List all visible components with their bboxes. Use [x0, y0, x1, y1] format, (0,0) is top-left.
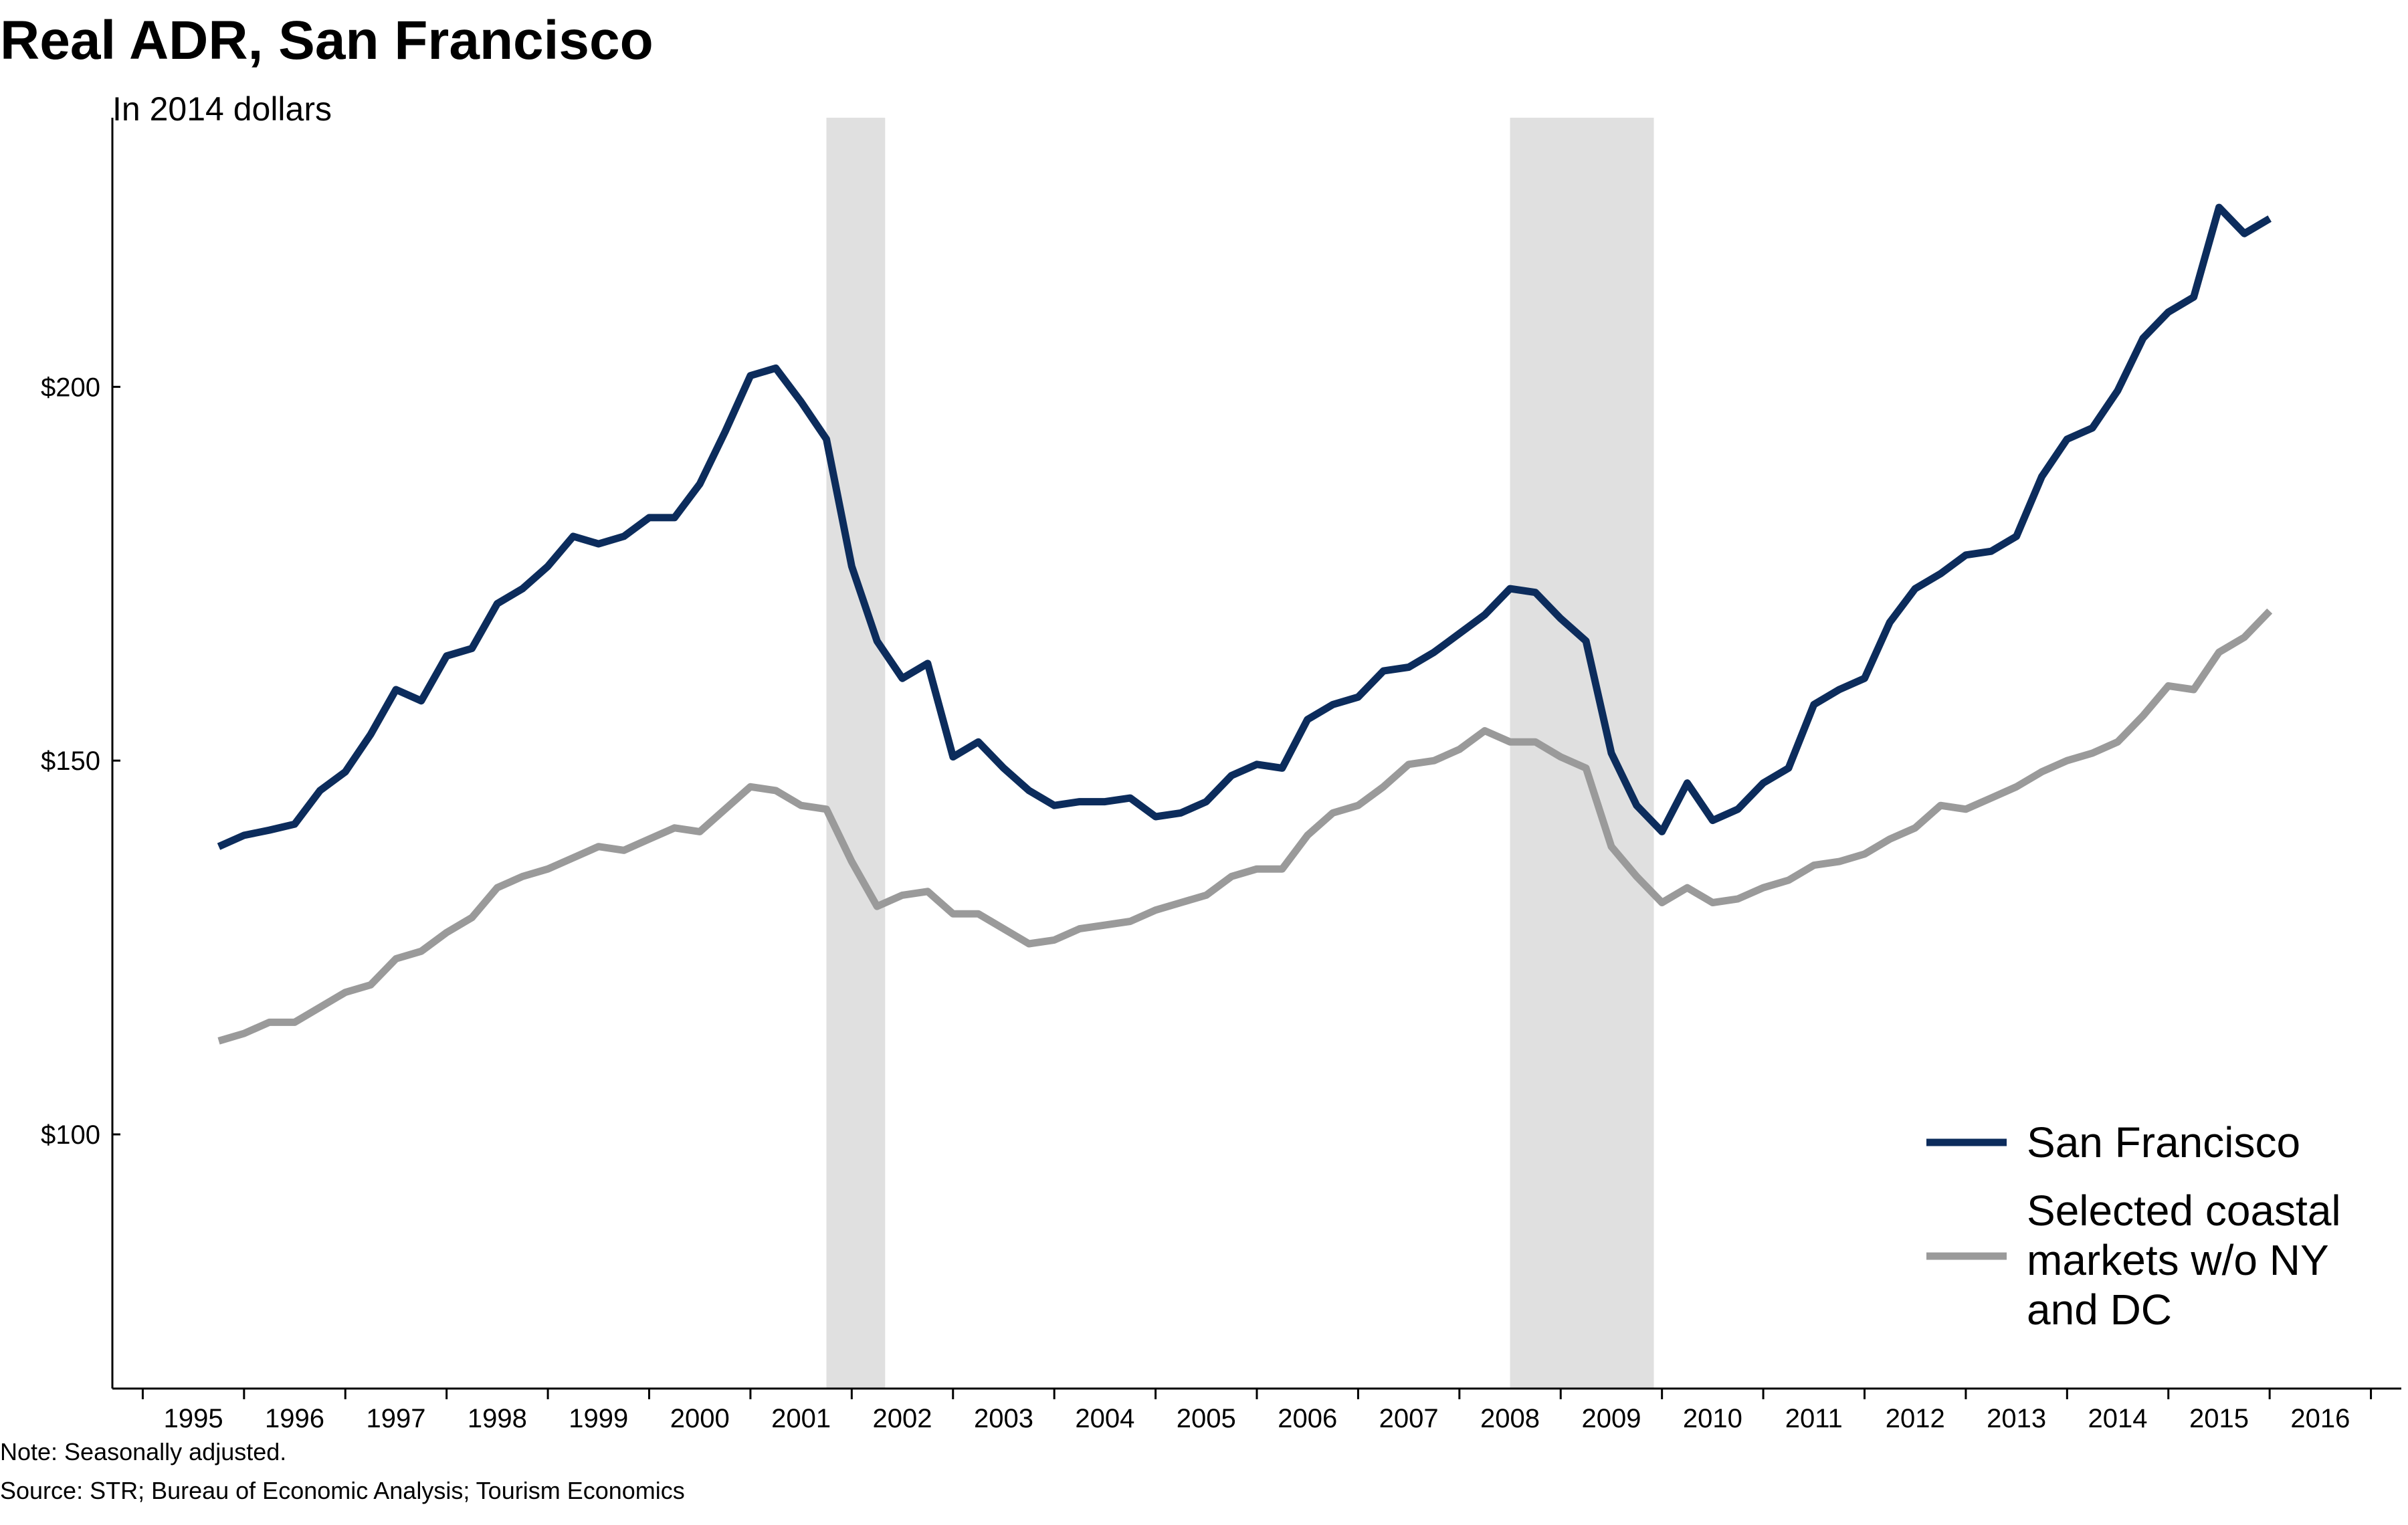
series-line-2 — [217, 608, 2273, 1045]
x-tick-label-1995: 1995 — [164, 1404, 223, 1433]
x-tick-label-2002: 2002 — [873, 1404, 932, 1433]
legend-label-2-line-2: markets w/o NY — [2027, 1236, 2329, 1284]
legend: San Francisco Selected coastal markets w/o… — [1926, 1118, 2341, 1334]
x-tick-label-1997: 1997 — [366, 1404, 425, 1433]
legend-label-2: Selected coastal markets w/o NY and DC — [2027, 1187, 2341, 1334]
x-tick-label-2014: 2014 — [2088, 1404, 2148, 1433]
footnote-source: Source: STR; Bureau of Economic Analysis… — [0, 1477, 685, 1504]
legend-label-2-line-1: Selected coastal — [2027, 1187, 2341, 1235]
x-tick-label-2001: 2001 — [771, 1404, 831, 1433]
x-tick-label-2015: 2015 — [2189, 1404, 2249, 1433]
chart-subtitle: In 2014 dollars — [112, 90, 332, 128]
series-lines — [217, 203, 2273, 1045]
x-tick-label-2004: 2004 — [1075, 1404, 1134, 1433]
recession-band-2 — [1510, 118, 1654, 1389]
x-tick-label-2000: 2000 — [670, 1404, 730, 1433]
x-tick-label-2011: 2011 — [1785, 1404, 1843, 1433]
recession-band-1 — [826, 118, 886, 1389]
x-tick-label-2006: 2006 — [1278, 1404, 1337, 1433]
x-tick-label-1999: 1999 — [569, 1404, 628, 1433]
y-tick-label-150: $150 — [41, 746, 100, 776]
x-tick-label-2007: 2007 — [1379, 1404, 1439, 1433]
y-tick-label-100: $100 — [41, 1120, 100, 1150]
x-tick-label-2016: 2016 — [2290, 1404, 2350, 1433]
series-line-1 — [217, 203, 2272, 850]
axes: $100 $150 $200 1995 1996 1997 1998 1999 2000 2001… — [41, 118, 2401, 1433]
recession-shading — [826, 118, 1654, 1389]
x-tick-label-1998: 1998 — [468, 1404, 527, 1433]
x-tick-label-2005: 2005 — [1177, 1404, 1236, 1433]
x-tick-label-2012: 2012 — [1886, 1404, 1945, 1433]
chart-title: Real ADR, San Francisco — [0, 10, 654, 71]
legend-label-2-line-3: and DC — [2027, 1286, 2172, 1334]
x-tick-label-2009: 2009 — [1581, 1404, 1641, 1433]
footnote-note: Note: Seasonally adjusted. — [0, 1438, 287, 1465]
y-tick-label-200: $200 — [41, 373, 100, 402]
x-tick-label-2010: 2010 — [1683, 1404, 1742, 1433]
x-tick-label-2003: 2003 — [974, 1404, 1033, 1433]
x-tick-label-1996: 1996 — [265, 1404, 324, 1433]
legend-label-1: San Francisco — [2027, 1118, 2300, 1166]
x-tick-label-2013: 2013 — [1987, 1404, 2046, 1433]
x-tick-label-2008: 2008 — [1480, 1404, 1540, 1433]
